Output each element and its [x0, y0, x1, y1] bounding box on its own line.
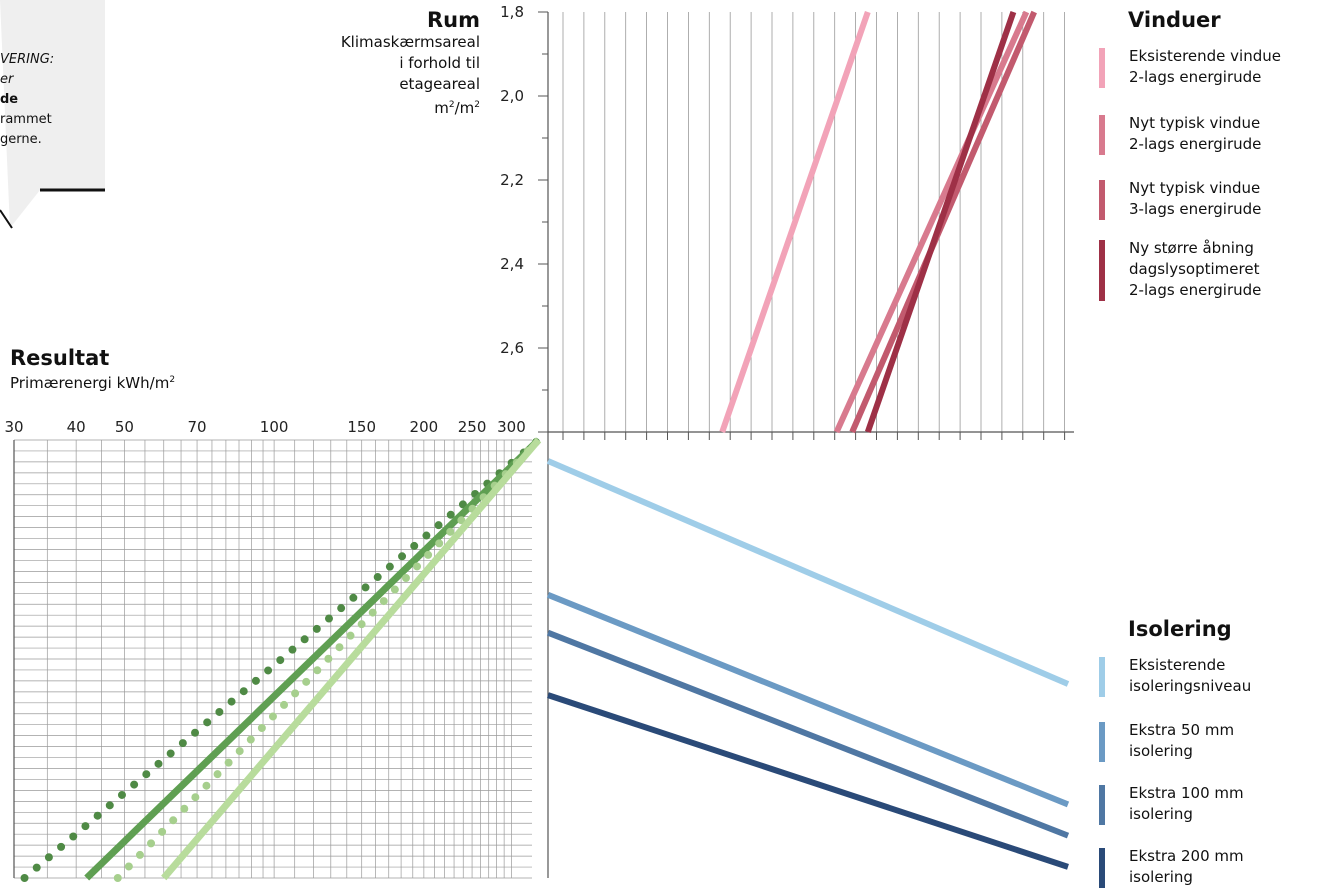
resultat-tick-label: 150: [347, 418, 376, 436]
isolering-series-4: [547, 692, 1069, 870]
resultat-series-3: [113, 436, 543, 882]
callout-text: VERING: er de rammet gerne.: [0, 50, 54, 150]
resultat-tick-label: 300: [497, 418, 526, 436]
resultat-tick-label: 100: [260, 418, 289, 436]
vinduer-title: Vinduer: [1128, 8, 1221, 32]
vinduer-legend-swatch: [1099, 115, 1105, 155]
resultat-heading-block: Resultat Primærenergi kWh/m2: [10, 346, 175, 394]
resultat-tick-label: 70: [188, 418, 207, 436]
isolering-legend-swatch: [1099, 722, 1105, 762]
isolering-legend-label: Ekstra 100 mm isolering: [1129, 784, 1244, 823]
rum-unit: m2/m2: [434, 99, 480, 117]
vinduer-series-2: [833, 10, 1030, 434]
vinduer-legend-swatch: [1099, 180, 1105, 220]
series-layer: [20, 10, 1070, 882]
resultat-sub: Primærenergi kWh/m2: [10, 374, 176, 392]
rum-sub-3: etageareal: [399, 75, 480, 93]
resultat-tick-label: 250: [458, 418, 487, 436]
callout-line-5: gerne.: [0, 132, 42, 147]
rum-tick-label: 2,0: [500, 87, 524, 105]
vinduer-legend-label: Eksisterende vindue 2-lags energirude: [1129, 47, 1281, 86]
resultat-series-2: [84, 437, 541, 881]
rum-tick-label: 2,6: [500, 339, 524, 357]
resultat-series-1: [20, 436, 543, 882]
resultat-tick-label: 50: [115, 418, 134, 436]
tick-layer: 1,8 2,0 2,2 2,4 2,6 30 40 50 70 100 150 200 250 300: [4, 3, 525, 436]
resultat-series-4: [161, 437, 542, 881]
isolering-legend-swatch: [1099, 848, 1105, 888]
callout-line-2: er: [0, 72, 14, 87]
callout-line-4: rammet: [0, 112, 52, 127]
rum-tick-label: 2,4: [500, 255, 524, 273]
rum-sub-2: i forhold til: [399, 54, 480, 72]
isolering-legend-swatch: [1099, 785, 1105, 825]
isolering-series-3: [546, 629, 1070, 839]
grid-layer: [13, 11, 1074, 879]
isolering-legend-label: Eksisterende isoleringsniveau: [1129, 656, 1252, 695]
isolering-series-2: [546, 592, 1070, 808]
vinduer-legend-label: Nyt typisk vindue 3-lags energirude: [1129, 179, 1262, 218]
rum-tick-label: 1,8: [500, 3, 524, 21]
vinduer-series-4: [864, 11, 1017, 433]
resultat-tick-label: 40: [67, 418, 86, 436]
rum-sub-1: Klimaskærmsareal: [340, 33, 480, 51]
resultat-tick-label: 30: [4, 418, 23, 436]
vinduer-legend-swatch: [1099, 240, 1105, 301]
callout-pointer: [0, 0, 105, 229]
vinduer-legend-swatch: [1099, 48, 1105, 88]
resultat-title: Resultat: [10, 346, 110, 370]
isolering-series-1: [546, 458, 1070, 687]
vinduer-legend-label: Nyt typisk vindue 2-lags energirude: [1129, 114, 1262, 153]
rum-title: Rum: [426, 8, 480, 32]
isolering-title: Isolering: [1128, 617, 1232, 641]
isolering-legend-label: Ekstra 50 mm isolering: [1129, 721, 1235, 760]
vinduer-legend-label: Ny større åbning dagslysoptimeret 2-lags e…: [1129, 239, 1262, 299]
callout-line-1: VERING:: [0, 52, 55, 67]
isolering-legend-label: Ekstra 200 mm isolering: [1129, 847, 1244, 886]
rum-heading-block: Rum Klimaskærmsareal i forhold til etage…: [341, 8, 480, 119]
resultat-tick-label: 200: [410, 418, 439, 436]
rum-tick-label: 2,2: [500, 171, 524, 189]
vinduer-series-1: [719, 11, 871, 433]
callout-line-3: de: [0, 92, 19, 107]
isolering-legend-swatch: [1099, 657, 1105, 697]
